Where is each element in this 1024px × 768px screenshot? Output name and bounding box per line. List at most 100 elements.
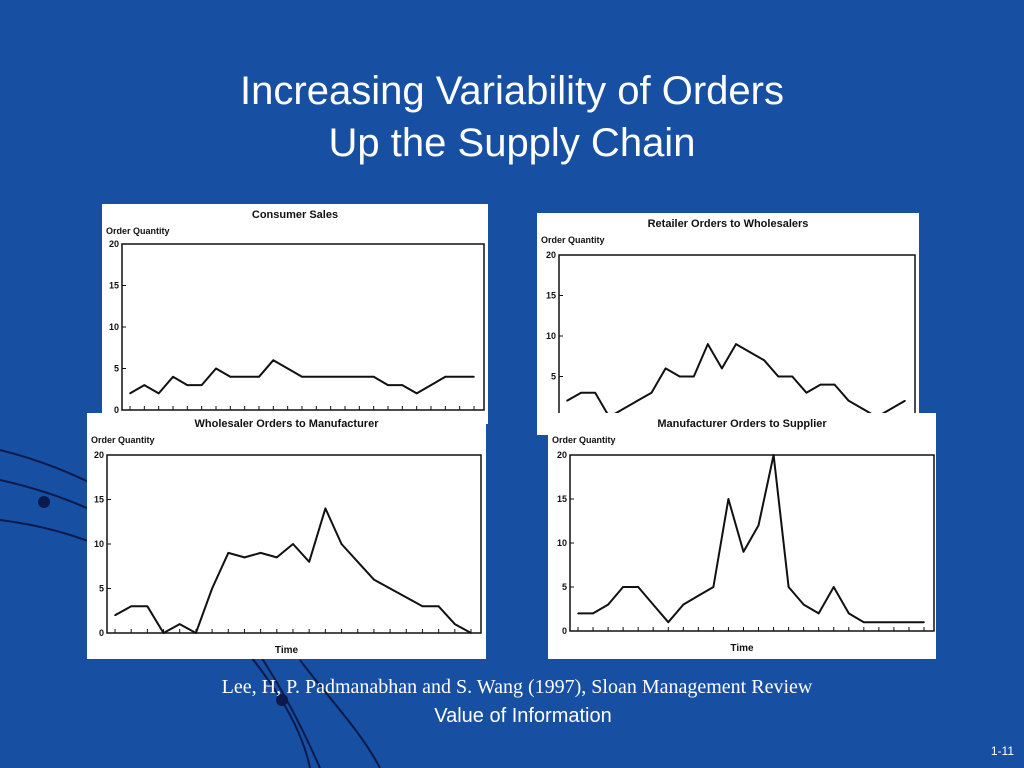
data-point (707, 343, 709, 345)
data-point (777, 375, 780, 378)
data-point (356, 561, 359, 563)
y-tick-label: 10 (546, 331, 556, 341)
y-tick-label: 10 (94, 539, 104, 549)
data-point (622, 586, 624, 588)
y-tick-label: 10 (557, 538, 567, 548)
data-point (162, 632, 165, 634)
x-axis-label: Time (730, 643, 754, 654)
data-point (817, 612, 820, 615)
y-tick-label: 0 (114, 405, 119, 415)
data-point (805, 391, 808, 394)
data-point (344, 376, 346, 378)
chart-consumer-sales: Consumer Sales Order Quantity 0 5 10 15 20 (102, 204, 488, 424)
y-tick-label: 5 (551, 372, 556, 382)
data-point (847, 400, 850, 402)
y-tick-label: 5 (114, 364, 119, 374)
data-point (229, 376, 232, 378)
x-axis-label: Time (275, 645, 299, 656)
data-point (243, 376, 246, 378)
y-axis-label: Order Quantity (541, 235, 605, 245)
data-point (186, 384, 189, 386)
data-point (594, 391, 596, 394)
data-point (301, 376, 303, 378)
data-point (833, 383, 836, 386)
data-point (200, 384, 203, 386)
slide-subtitle: Value of Information (434, 705, 612, 727)
data-point (437, 605, 440, 608)
y-tick-label: 20 (94, 450, 104, 460)
data-point (742, 551, 745, 553)
chart-title: Retailer Orders to Wholesalers (648, 218, 809, 230)
data-point (721, 367, 723, 370)
data-point (791, 375, 794, 378)
data-point (863, 621, 865, 623)
y-tick-label: 0 (99, 628, 104, 638)
data-point (143, 384, 146, 386)
data-point (692, 375, 695, 378)
data-point (861, 408, 864, 410)
y-tick-label: 20 (109, 239, 119, 249)
y-tick-label: 20 (546, 250, 556, 260)
y-tick-label: 0 (562, 626, 567, 636)
page-number: 1-11 (990, 744, 1014, 758)
y-tick-label: 15 (546, 291, 556, 301)
data-point (129, 392, 131, 395)
data-point (847, 612, 850, 615)
data-point (650, 391, 653, 394)
y-tick-label: 10 (109, 322, 119, 332)
chart-title: Wholesaler Orders to Manufacturer (195, 418, 380, 430)
series-line (578, 454, 924, 624)
citation-text: Lee, H, P. Padmanabhan and S. Wang (1997… (221, 676, 813, 698)
data-point (908, 621, 910, 623)
data-point (243, 556, 246, 559)
data-point (276, 556, 278, 559)
data-point (697, 595, 700, 597)
data-point (315, 376, 318, 378)
data-point (387, 384, 389, 386)
decorative-dot (276, 694, 288, 706)
data-point (444, 376, 447, 378)
series-line (114, 507, 472, 634)
data-point (664, 367, 667, 370)
data-point (329, 376, 332, 378)
data-point (421, 605, 424, 608)
data-point (340, 543, 343, 545)
data-point (577, 612, 579, 615)
chart-wholesaler-orders: Wholesaler Orders to Manufacturer Order Q… (87, 413, 486, 659)
series-line (566, 343, 906, 418)
y-axis-label: Order Quantity (91, 435, 155, 445)
data-point (580, 391, 582, 394)
data-point (819, 383, 822, 386)
data-point (178, 623, 181, 625)
data-point (258, 376, 260, 378)
data-point (373, 578, 375, 581)
data-point (292, 543, 294, 545)
data-point (473, 376, 475, 378)
plot-frame (569, 454, 935, 632)
y-tick-label: 5 (99, 584, 104, 594)
data-point (893, 621, 895, 623)
data-point (454, 623, 456, 625)
data-point (430, 384, 432, 386)
data-point (195, 632, 197, 634)
chart-title: Consumer Sales (252, 209, 338, 221)
data-point (607, 603, 609, 606)
data-point (622, 408, 625, 410)
data-point (146, 605, 149, 608)
data-point (286, 367, 289, 370)
data-point (682, 603, 685, 606)
y-axis-label: Order Quantity (106, 226, 170, 236)
plot-frame (558, 254, 916, 418)
data-point (259, 552, 262, 554)
data-point (735, 343, 737, 345)
data-point (458, 376, 461, 378)
slide-title-line-1: Increasing Variability of Orders (240, 69, 784, 113)
data-point (470, 632, 472, 634)
data-point (787, 586, 790, 588)
slide-title-line-2: Up the Supply Chain (328, 121, 696, 165)
data-point (890, 408, 892, 410)
y-tick-label: 15 (557, 494, 567, 504)
data-point (592, 612, 594, 615)
data-point (802, 603, 805, 606)
data-point (358, 376, 361, 378)
